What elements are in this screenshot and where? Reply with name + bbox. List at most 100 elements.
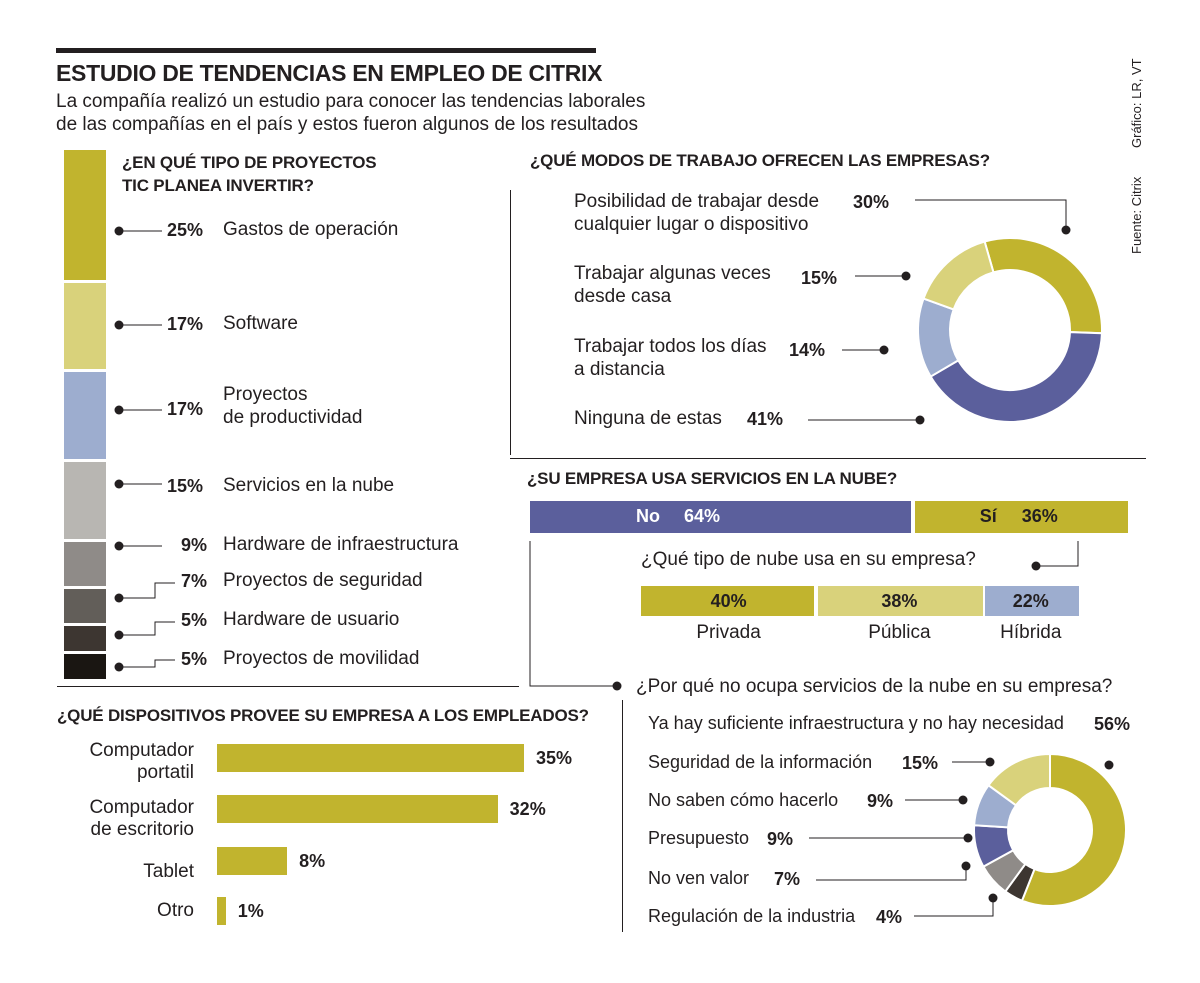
modes-label-4: Ninguna de estas: [574, 408, 722, 429]
modes-label-2a: Trabajar algunas veces: [574, 263, 771, 284]
modes-slice-2: [922, 240, 995, 311]
invest-label-3a: Proyectos: [223, 384, 308, 405]
reasons-pin-3: [958, 795, 968, 805]
devices-label-1b: portatil: [136, 762, 194, 783]
divider-vertical-bottom: [622, 700, 623, 932]
modes-label-3b: a distancia: [574, 359, 665, 380]
devices-label-1a: Computador: [89, 740, 194, 761]
devices-label-3: Tablet: [143, 861, 194, 882]
cloud-usage-value-1: 64%: [684, 506, 721, 526]
divider-horizontal-devices: [57, 686, 519, 687]
invest-label-2: Software: [223, 313, 298, 334]
invest-pin-1: [114, 226, 124, 236]
reasons-value-4: 9%: [767, 829, 794, 849]
invest-label-6: Proyectos de seguridad: [223, 570, 423, 591]
devices-bar-2: [217, 795, 498, 823]
cloud-type-category-1: Privada: [696, 622, 761, 643]
devices-value-2: 32%: [509, 799, 546, 819]
cloud-usage-segment-1: [530, 501, 911, 533]
reasons-pin-1: [1104, 760, 1114, 770]
devices-value-1: 35%: [536, 748, 573, 768]
reasons-label-4: Presupuesto: [648, 828, 750, 848]
reasons-pin-2: [985, 757, 995, 767]
invest-title-line-2: TIC PLANEA INVERTIR?: [122, 176, 314, 195]
invest-value-7: 5%: [181, 610, 208, 630]
cloud-title: ¿SU EMPRESA USA SERVICIOS EN LA NUBE?: [527, 469, 898, 488]
invest-value-4: 15%: [167, 476, 204, 496]
reasons-pin-5: [961, 861, 971, 871]
modes-value-3: 14%: [789, 340, 826, 360]
invest-pin-3: [114, 405, 124, 415]
reasons-donut: [973, 752, 1127, 907]
reasons-slice-2: [987, 752, 1051, 807]
reasons-value-5: 7%: [774, 869, 801, 889]
invest-pin-2: [114, 320, 124, 330]
cloud-type-segment-1: [641, 586, 815, 616]
cloud-type-segment-3: [984, 586, 1079, 616]
modes-pin-4: [915, 415, 925, 425]
invest-label-1: Gastos de operación: [223, 219, 399, 240]
reasons-slice-1: [1020, 752, 1127, 907]
reasons-value-2: 15%: [902, 753, 939, 773]
invest-value-2: 17%: [167, 314, 204, 334]
cloud-type-category-2: Pública: [868, 622, 931, 643]
modes-title: ¿QUÉ MODOS DE TRABAJO OFRECEN LAS EMPRES…: [530, 151, 990, 170]
cloud-usage-value-2: 36%: [1021, 506, 1058, 526]
invest-label-8: Proyectos de movilidad: [223, 648, 420, 669]
reasons-value-3: 9%: [867, 791, 894, 811]
page-title: ESTUDIO DE TENDENCIAS EN EMPLEO DE CITRI…: [56, 60, 603, 86]
reasons-pin-4: [963, 833, 973, 843]
devices-bar-4: [217, 897, 226, 925]
cloud-type-title: ¿Qué tipo de nube usa en su empresa?: [641, 549, 976, 570]
invest-value-3: 17%: [167, 399, 204, 419]
subtitle-line-2: de las compañías en el país y estos fuer…: [56, 114, 638, 135]
invest-segment-software: [64, 283, 106, 369]
cloud-type-value-2: 38%: [881, 591, 918, 611]
cloud-type-bar: 40% Privada 38% Pública 22% Híbrida: [641, 586, 1079, 643]
cloud-usage-bar: No 64% Sí 36%: [530, 501, 1128, 533]
reasons-label-5: No ven valor: [648, 868, 750, 888]
invest-leaders: [114, 226, 175, 672]
reasons-label-1: Ya hay suficiente infraestructura y no h…: [648, 713, 1064, 733]
cloud-type-value-1: 40%: [710, 591, 747, 611]
reasons-value-6: 4%: [876, 907, 903, 927]
modes-pin-1: [1061, 225, 1071, 235]
reasons-label-2: Seguridad de la información: [648, 752, 873, 772]
modes-leaders: [808, 199, 1071, 425]
modes-pin-2: [901, 271, 911, 281]
devices-title: ¿QUÉ DISPOSITIVOS PROVEE SU EMPRESA A LO…: [57, 706, 589, 725]
modes-label-1b: cualquier lugar o dispositivo: [574, 214, 809, 235]
invest-label-5: Hardware de infraestructura: [223, 534, 459, 555]
modes-slice-4: [929, 331, 1103, 423]
invest-value-6: 7%: [181, 571, 208, 591]
invest-value-8: 5%: [181, 649, 208, 669]
invest-segment-movilidad: [64, 654, 106, 679]
modes-value-4: 41%: [747, 409, 784, 429]
title-rule: [56, 48, 596, 53]
invest-value-1: 25%: [167, 220, 204, 240]
invest-pin-8: [114, 662, 124, 672]
devices-label-2b: de escritorio: [90, 819, 195, 840]
invest-pin-6: [114, 593, 124, 603]
cloud-type-pin: [1031, 561, 1041, 571]
cloud-type-value-3: 22%: [1012, 591, 1049, 611]
invest-value-5: 9%: [181, 535, 208, 555]
devices-label-4: Otro: [157, 900, 194, 921]
cloud-usage-category-1: No: [636, 506, 660, 526]
invest-pin-7: [114, 630, 124, 640]
invest-label-3b: de productividad: [223, 407, 363, 428]
modes-donut: [917, 237, 1103, 423]
devices-label-2a: Computador: [89, 797, 194, 818]
modes-label-2b: desde casa: [574, 286, 672, 307]
invest-segment-productividad: [64, 372, 106, 459]
divider-horizontal-cloud: [510, 458, 1146, 459]
modes-label-1a: Posibilidad de trabajar desde: [574, 191, 820, 212]
modes-value-2: 15%: [801, 268, 838, 288]
invest-segment-nube: [64, 462, 106, 539]
devices-value-3: 8%: [299, 851, 326, 871]
reasons-value-1: 56%: [1094, 714, 1131, 734]
invest-segment-operacion: [64, 150, 106, 280]
reasons-pin-6: [988, 893, 998, 903]
invest-segment-seguridad: [64, 589, 106, 623]
